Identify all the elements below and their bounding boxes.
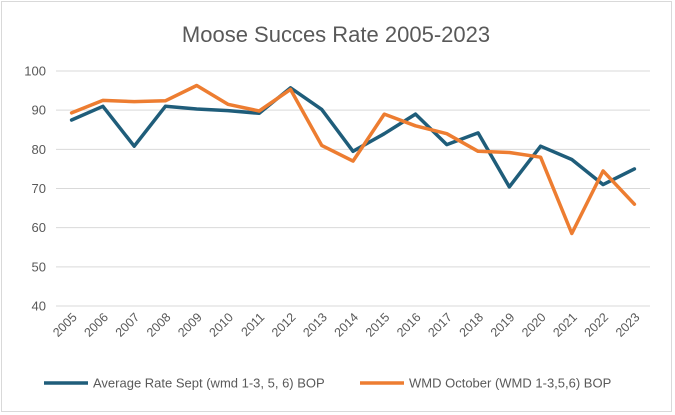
x-tick-label: 2023 <box>613 310 643 340</box>
y-tick-label: 50 <box>32 259 46 274</box>
x-tick-label: 2019 <box>488 310 518 340</box>
y-tick-label: 80 <box>32 142 46 157</box>
y-tick-label: 70 <box>32 181 46 196</box>
x-axis-ticks: 2005 2006 2007 2008 2009 2010 2011 2012 2013 2014… <box>50 310 642 340</box>
x-tick-label: 2011 <box>238 310 267 339</box>
y-tick-label: 90 <box>32 103 46 118</box>
x-tick-label: 2010 <box>207 310 237 340</box>
series-line-2 <box>69 83 637 236</box>
x-tick-label: 2018 <box>457 310 487 340</box>
legend-label-2: WMD October (WMD 1-3,5,6) BOP <box>409 376 611 391</box>
x-tick-label: 2014 <box>332 310 362 340</box>
x-tick-label: 2008 <box>144 310 174 340</box>
y-tick-label: 60 <box>32 220 46 235</box>
x-tick-label: 2015 <box>363 310 393 340</box>
series-lines <box>69 83 637 236</box>
chart-title: Moose Succes Rate 2005-2023 <box>182 22 490 47</box>
y-tick-label: 100 <box>24 64 46 79</box>
x-tick-label: 2009 <box>175 310 205 340</box>
x-tick-label: 2021 <box>550 310 580 340</box>
x-tick-label: 2007 <box>113 310 143 340</box>
y-axis-ticks: 40 50 60 70 80 90 100 <box>24 64 46 314</box>
x-tick-label: 2012 <box>269 310 299 340</box>
y-tick-label: 40 <box>32 299 46 314</box>
x-tick-label: 2006 <box>81 310 111 340</box>
gridlines <box>56 70 650 307</box>
x-tick-label: 2013 <box>300 310 330 340</box>
x-tick-label: 2020 <box>519 310 549 340</box>
x-tick-label: 2005 <box>50 310 80 340</box>
legend: Average Rate Sept (wmd 1-3, 5, 6) BOP WMD… <box>44 376 611 391</box>
x-tick-label: 2017 <box>425 310 455 340</box>
x-tick-label: 2016 <box>394 310 424 340</box>
x-tick-label: 2022 <box>582 310 612 340</box>
legend-label-1: Average Rate Sept (wmd 1-3, 5, 6) BOP <box>93 376 325 391</box>
